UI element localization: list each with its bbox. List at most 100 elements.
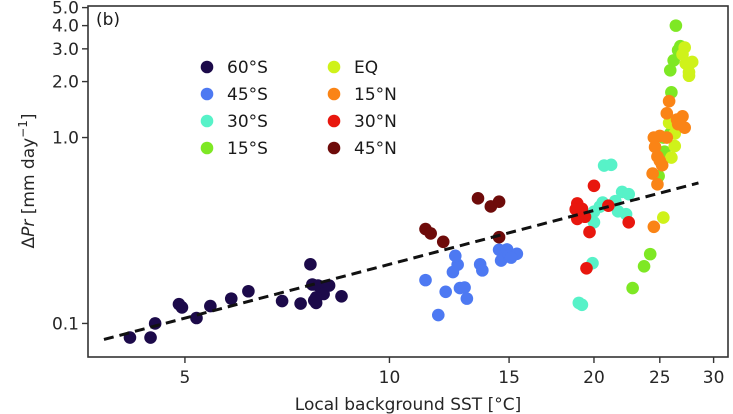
x-axis-label: Local background SST [°C] — [295, 395, 521, 414]
data-point — [439, 285, 452, 299]
data-point — [471, 192, 485, 205]
legend-item: EQ — [327, 58, 378, 78]
data-point — [682, 69, 696, 83]
data-point — [175, 301, 189, 314]
data-point — [669, 19, 683, 32]
data-point — [587, 216, 601, 229]
legend-label: 30°N — [354, 112, 397, 132]
data-point — [663, 63, 677, 77]
data-point — [643, 247, 657, 261]
y-tick-label: 0.1 — [52, 314, 79, 334]
data-point — [660, 107, 674, 120]
data-point — [492, 230, 506, 244]
data-point — [604, 158, 618, 172]
data-point — [448, 249, 462, 263]
fit-line — [103, 181, 699, 341]
x-tick-label: 30 — [703, 368, 725, 388]
data-point — [424, 227, 437, 240]
data-point — [657, 211, 670, 224]
y-label-delta: Δ — [19, 237, 39, 249]
legend-marker — [327, 87, 341, 101]
legend-label: 30°S — [227, 112, 268, 132]
data-point — [294, 297, 307, 310]
y-label-var: Pr — [19, 219, 39, 237]
data-point — [335, 289, 348, 303]
data-point — [275, 294, 289, 308]
data-point — [662, 94, 676, 108]
data-point — [460, 292, 474, 305]
data-point — [476, 264, 489, 277]
y-axis-label: ΔPr [mm day−1] — [16, 113, 39, 248]
legend-marker — [327, 141, 341, 155]
data-point — [504, 251, 518, 264]
y-label-sup: −1 — [16, 120, 30, 138]
y-tick-label: 3.0 — [52, 40, 79, 60]
x-tick-label: 20 — [583, 368, 605, 388]
x-axis-ticks: 5 10 15 20 25 30 — [180, 357, 725, 388]
data-point — [648, 140, 662, 154]
data-point — [678, 121, 691, 134]
data-point — [224, 292, 238, 305]
legend-marker — [200, 141, 214, 155]
svg-text:ΔPr [mm day−1]: ΔPr [mm day−1] — [16, 113, 39, 248]
data-point — [646, 167, 659, 180]
data-point — [626, 281, 639, 295]
legend-marker — [200, 114, 214, 128]
data-point — [242, 284, 255, 298]
x-tick-label: 15 — [498, 368, 520, 388]
legend-label: 15°S — [227, 139, 268, 159]
data-point — [583, 225, 596, 239]
legend-label: EQ — [354, 58, 378, 78]
x-tick-label: 10 — [379, 368, 401, 388]
data-point — [678, 41, 691, 54]
data-point — [622, 216, 636, 229]
legend-label: 45°S — [227, 85, 268, 105]
legend-label: 45°N — [354, 139, 397, 159]
data-point — [307, 294, 321, 307]
data-point — [647, 220, 661, 234]
data-point — [436, 235, 450, 249]
data-point — [304, 258, 317, 271]
legend-marker — [327, 60, 341, 74]
data-point — [587, 179, 601, 193]
panel-label: (b) — [96, 10, 120, 30]
data-point — [419, 273, 432, 287]
legend-marker — [200, 60, 214, 74]
data-point — [575, 298, 589, 312]
legend-label: 15°N — [354, 85, 397, 105]
legend-item: 15°S — [200, 139, 268, 159]
y-tick-label: 1.0 — [52, 129, 79, 149]
legend-label: 60°S — [227, 58, 268, 78]
data-point — [655, 158, 669, 172]
x-tick-label: 5 — [180, 368, 191, 388]
data-point — [660, 131, 674, 144]
data-point — [492, 195, 506, 208]
y-tick-label: 2.0 — [52, 73, 79, 93]
legend-item: 30°N — [327, 112, 397, 132]
data-point — [651, 178, 664, 191]
legend-item: 45°N — [327, 139, 397, 159]
legend-item: 45°S — [200, 85, 268, 105]
data-point — [458, 281, 471, 294]
legend-item: 60°S — [200, 58, 268, 78]
y-tick-label: 4.0 — [52, 17, 79, 37]
data-point — [668, 139, 682, 153]
data-point — [685, 55, 699, 69]
plot-frame — [87, 5, 729, 358]
data-point — [580, 261, 593, 275]
y-tick-label: 5.0 — [52, 0, 79, 19]
legend-marker — [327, 114, 341, 128]
legend-item: 30°S — [200, 112, 268, 132]
data-point — [637, 259, 651, 273]
legend-marker — [200, 87, 214, 101]
legend-item: 15°N — [327, 85, 397, 105]
data-point — [622, 187, 636, 201]
y-axis-ticks: 0.1 1.0 2.0 3.0 4.05.0 — [52, 0, 88, 334]
data-point — [665, 151, 678, 164]
legend: 60°S 45°S 30°S 15°S EQ 15°N 30°N 45°N — [200, 58, 397, 159]
x-tick-label: 25 — [649, 368, 671, 388]
data-point — [431, 308, 445, 322]
points-layer — [123, 19, 699, 344]
y-label-close: ] — [19, 113, 39, 120]
